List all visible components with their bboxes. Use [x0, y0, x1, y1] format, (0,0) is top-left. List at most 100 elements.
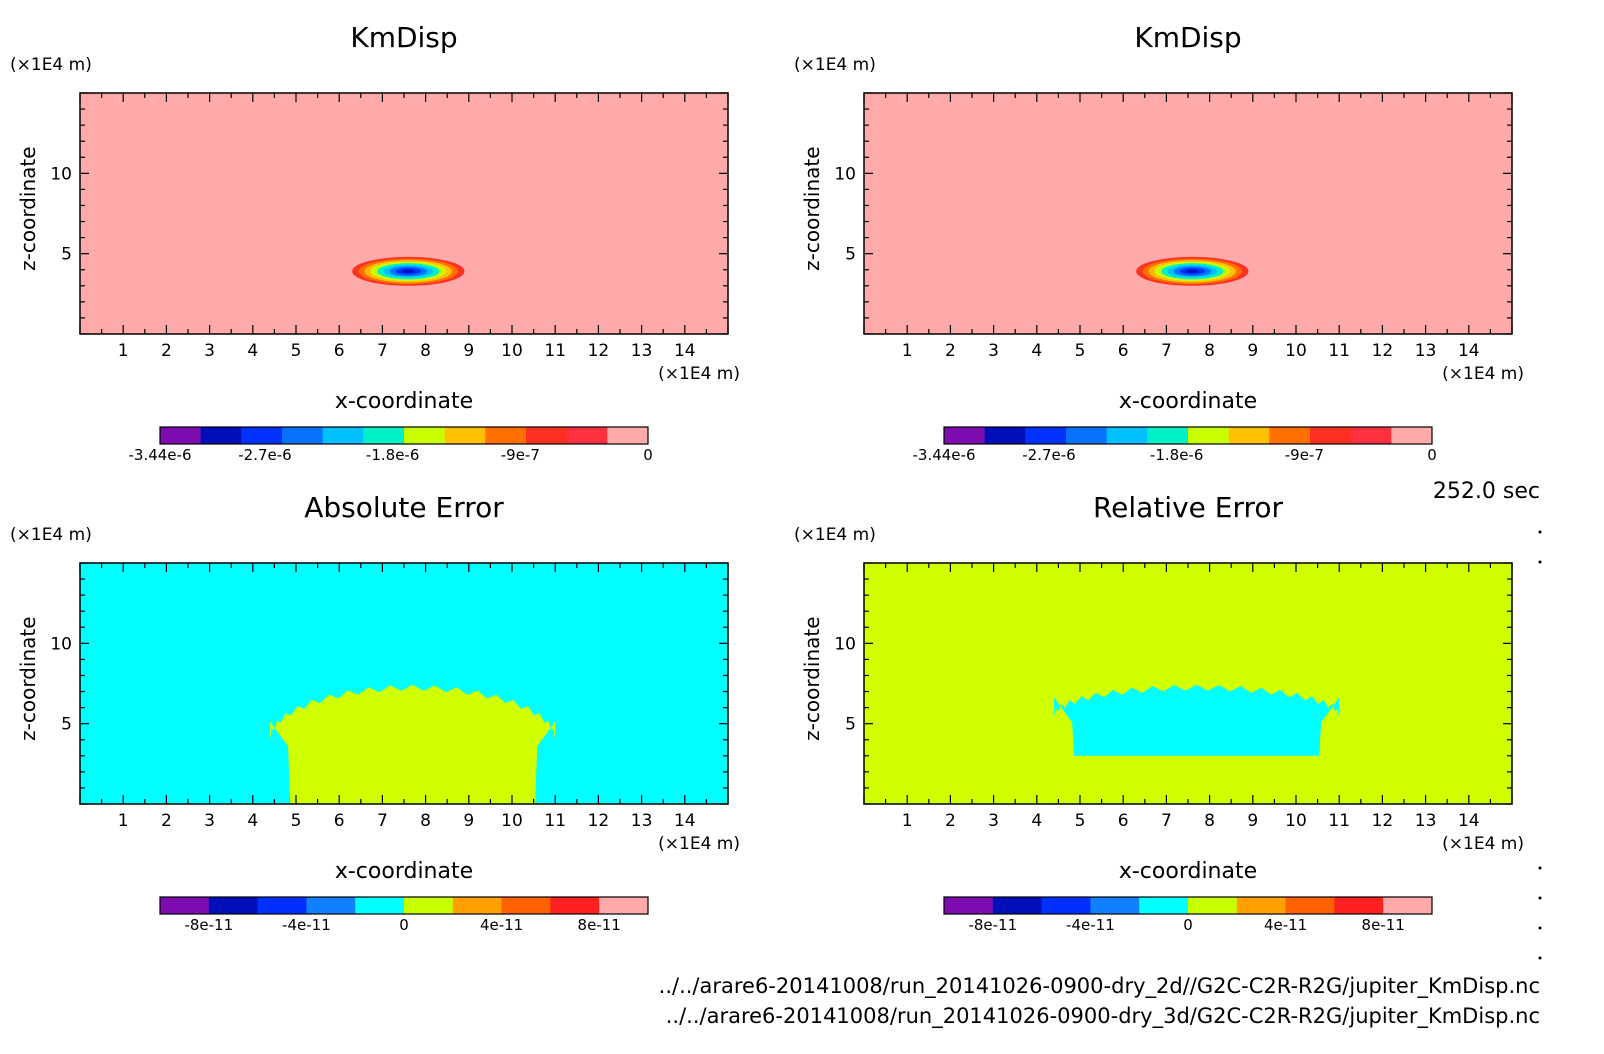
x-tick-label: 11	[1328, 341, 1350, 361]
colorbar-tick-label: 4e-11	[480, 916, 523, 934]
colorbar-tick-label: 0	[643, 446, 653, 464]
x-tick-label: 13	[1415, 341, 1437, 361]
chart-panel: KmDisp(×1E4 m)1 2 3 4 5 6 7 8 9 10 11 12 13 14510(×1E…	[10, 21, 740, 464]
colorbar-segment	[1066, 427, 1108, 444]
y-unit-label: (×1E4 m)	[10, 525, 92, 545]
x-axis-label: x-coordinate	[1119, 859, 1257, 884]
colorbar-tick-label: -8e-11	[968, 916, 1017, 934]
y-axis-label: z-coordinate	[16, 616, 40, 740]
margin-dot	[1538, 530, 1542, 534]
colorbar-frame	[943, 896, 1433, 915]
x-tick-label: 9	[1247, 341, 1258, 361]
x-tick-label: 8	[1204, 341, 1215, 361]
x-tick-label: 9	[463, 811, 474, 831]
plot-background	[864, 563, 1512, 804]
x-tick-label: 13	[631, 811, 653, 831]
x-tick-label: 14	[1458, 341, 1480, 361]
plot-background	[80, 93, 728, 334]
colorbar-segment	[485, 427, 527, 444]
colorbar-segment	[1350, 427, 1392, 444]
colorbar-segment	[1310, 427, 1352, 444]
x-tick-label: 2	[945, 811, 956, 831]
x-tick-label: 3	[988, 811, 999, 831]
x-tick-label: 7	[1161, 341, 1172, 361]
chart-panel: KmDisp(×1E4 m)1 2 3 4 5 6 7 8 9 10 11 12 13 14510(×1E…	[794, 21, 1524, 464]
x-tick-label: 3	[204, 811, 215, 831]
colorbar-segment	[355, 897, 405, 914]
x-tick-label: 11	[544, 811, 566, 831]
x-tick-label: 7	[1161, 811, 1172, 831]
x-tick-label: 2	[161, 811, 172, 831]
colorbar-segment	[404, 427, 446, 444]
colorbar-segment	[1391, 427, 1433, 444]
x-axis-label: x-coordinate	[1119, 389, 1257, 414]
colorbar-segment	[599, 897, 649, 914]
colorbar-tick-label: -2.7e-6	[238, 446, 291, 464]
colorbar-frame	[159, 426, 649, 445]
x-tick-label: 11	[544, 341, 566, 361]
x-tick-label: 9	[1247, 811, 1258, 831]
colorbar-segment	[944, 897, 994, 914]
error-region	[270, 684, 556, 804]
x-tick-label: 4	[247, 811, 258, 831]
x-tick-label: 10	[1285, 341, 1307, 361]
x-tick-label: 12	[588, 341, 610, 361]
colorbar-tick-label: -9e-7	[1285, 446, 1324, 464]
colorbar-tick-label: -3.44e-6	[129, 446, 192, 464]
x-tick-label: 10	[1285, 811, 1307, 831]
colorbar-segment	[241, 427, 283, 444]
colorbar-tick-label: 8e-11	[1362, 916, 1405, 934]
x-tick-label: 14	[674, 341, 696, 361]
colorbar-segment	[404, 897, 454, 914]
y-unit-label: (×1E4 m)	[794, 55, 876, 75]
colorbar-segment	[944, 427, 986, 444]
x-unit-label: (×1E4 m)	[1442, 834, 1524, 854]
x-tick-label: 4	[247, 341, 258, 361]
x-tick-label: 6	[334, 341, 345, 361]
x-unit-label: (×1E4 m)	[658, 834, 740, 854]
x-tick-label: 11	[1328, 811, 1350, 831]
colorbar-tick-label: -1.8e-6	[366, 446, 419, 464]
contour-band	[402, 269, 415, 273]
colorbar-segment	[1228, 427, 1270, 444]
colorbar-tick-label: -8e-11	[184, 916, 233, 934]
colorbar-segment	[1188, 427, 1230, 444]
x-tick-label: 5	[1075, 341, 1086, 361]
colorbar-segment	[992, 897, 1043, 914]
chart-panel: Relative Error(×1E4 m)1 2 3 4 5 6 7 8 9 10 11 12 13 1…	[794, 491, 1524, 934]
x-axis-label: x-coordinate	[335, 389, 473, 414]
colorbar-segment	[208, 897, 259, 914]
x-tick-label: 1	[902, 811, 913, 831]
colorbar-segment	[566, 427, 608, 444]
colorbar-tick-label: -4e-11	[282, 916, 331, 934]
x-tick-label: 5	[291, 811, 302, 831]
colorbar-segment	[1106, 427, 1148, 444]
y-tick-label: 10	[834, 164, 856, 184]
colorbar-segment	[1236, 897, 1287, 914]
colorbar-frame	[943, 426, 1433, 445]
chart-title: Absolute Error	[304, 491, 504, 524]
x-tick-label: 3	[988, 341, 999, 361]
error-region	[1054, 684, 1340, 756]
contour-band	[1186, 269, 1199, 273]
y-axis-label: z-coordinate	[16, 146, 40, 270]
y-axis-label: z-coordinate	[800, 616, 824, 740]
x-tick-label: 5	[1075, 811, 1086, 831]
x-unit-label: (×1E4 m)	[658, 364, 740, 384]
colorbar-segment	[501, 897, 551, 914]
colorbar-segment	[322, 427, 364, 444]
colorbar-tick-label: 0	[1183, 916, 1193, 934]
x-tick-label: 1	[902, 341, 913, 361]
colorbar-segment	[1285, 897, 1335, 914]
margin-dot	[1538, 896, 1542, 900]
colorbar-tick-label: -9e-7	[501, 446, 540, 464]
x-tick-label: 3	[204, 341, 215, 361]
colorbar-segment	[984, 427, 1026, 444]
x-tick-label: 7	[377, 811, 388, 831]
colorbar-tick-label: 0	[1427, 446, 1437, 464]
y-unit-label: (×1E4 m)	[10, 55, 92, 75]
x-tick-label: 6	[1118, 811, 1129, 831]
file-path-1: ../../arare6-20141008/run_20141026-0900-…	[659, 974, 1540, 999]
margin-dot	[1538, 560, 1542, 564]
x-tick-label: 1	[118, 341, 129, 361]
